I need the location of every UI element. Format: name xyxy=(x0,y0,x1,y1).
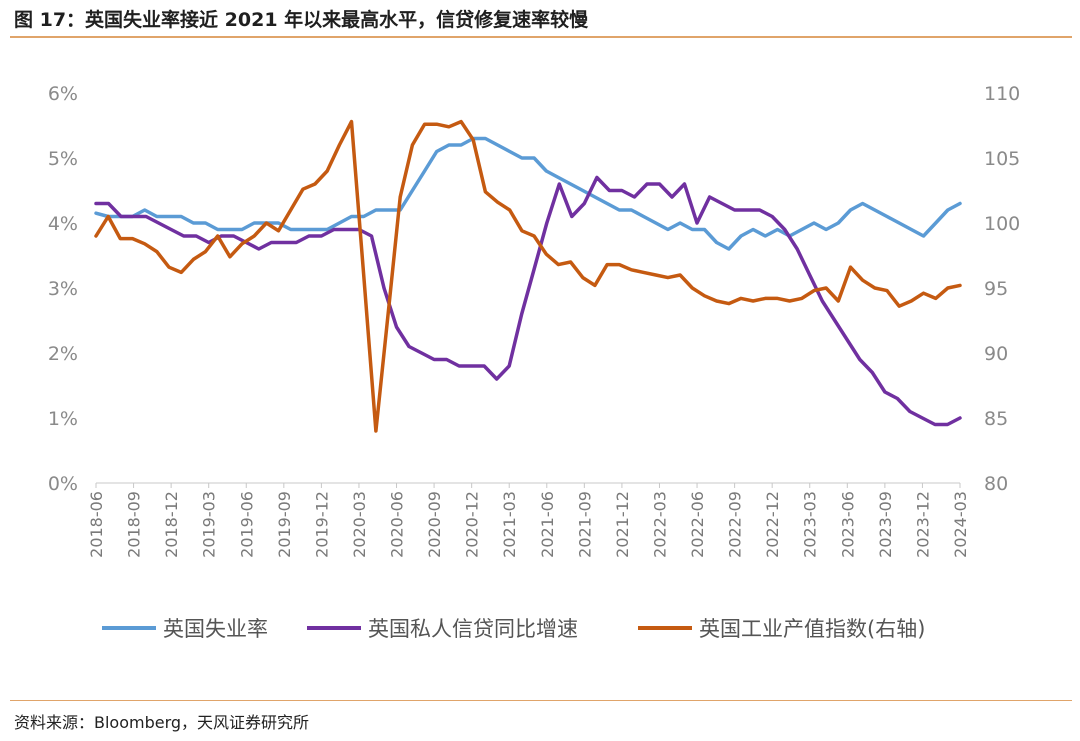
x-tick-label: 2024-03 xyxy=(951,491,970,558)
legend: 英国失业率 英国私人信贷同比增速 英国工业产值指数(右轴) xyxy=(102,617,925,641)
right-tick-label: 85 xyxy=(984,408,1008,430)
right-tick-label: 80 xyxy=(984,473,1008,495)
x-tick-label: 2021-12 xyxy=(613,491,632,558)
left-tick-label: 6% xyxy=(48,83,78,105)
x-axis: 2018-06 2018-09 2018-12 2019-03 2019-06 2019-… xyxy=(87,482,970,558)
x-tick-label: 2019-09 xyxy=(275,491,294,558)
left-axis-ticks: 0% 1% 2% 3% 4% 5% 6% xyxy=(48,83,78,495)
left-tick-label: 4% xyxy=(48,213,78,235)
x-tick-label: 2021-09 xyxy=(575,491,594,558)
legend-label: 英国工业产值指数(右轴) xyxy=(699,617,925,641)
line-chart: 0% 1% 2% 3% 4% 5% 6% 80 85 90 95 100 105 110 2018-06… xyxy=(48,83,1020,641)
x-tick-label: 2020-09 xyxy=(425,491,444,558)
right-tick-label: 100 xyxy=(984,213,1020,235)
x-tick-label: 2019-12 xyxy=(312,491,331,558)
x-tick-label: 2020-03 xyxy=(350,491,369,558)
legend-label: 英国失业率 xyxy=(163,617,268,641)
x-tick-label: 2023-09 xyxy=(876,491,895,558)
right-axis-ticks: 80 85 90 95 100 105 110 xyxy=(984,83,1020,495)
x-tick-label: 2019-03 xyxy=(200,491,219,558)
x-tick-label: 2020-12 xyxy=(463,491,482,558)
left-tick-label: 0% xyxy=(48,473,78,495)
title-divider xyxy=(10,36,1072,38)
left-tick-label: 1% xyxy=(48,408,78,430)
x-tick-label: 2018-09 xyxy=(125,491,144,558)
source-note: 资料来源：Bloomberg，天风证券研究所 xyxy=(14,713,310,732)
x-tick-label: 2019-06 xyxy=(237,491,256,558)
figure-title: 图 17：英国失业率接近 2021 年以来最高水平，信贷修复速率较慢 xyxy=(14,9,589,31)
left-tick-label: 5% xyxy=(48,148,78,170)
x-tick-label: 2018-06 xyxy=(87,491,106,558)
right-tick-label: 95 xyxy=(984,278,1008,300)
left-tick-label: 2% xyxy=(48,343,78,365)
left-tick-label: 3% xyxy=(48,278,78,300)
x-tick-label: 2022-06 xyxy=(688,491,707,558)
series-lines xyxy=(94,119,962,433)
legend-label: 英国私人信贷同比增速 xyxy=(368,617,578,641)
x-tick-label: 2023-03 xyxy=(801,491,820,558)
x-tick-label: 2023-12 xyxy=(913,491,932,558)
right-tick-label: 110 xyxy=(984,83,1020,105)
x-tick-label: 2020-06 xyxy=(388,491,407,558)
x-tick-label: 2018-12 xyxy=(162,491,181,558)
x-tick-label: 2022-09 xyxy=(726,491,745,558)
x-tick-label: 2021-03 xyxy=(500,491,519,558)
series-line-2 xyxy=(94,175,962,427)
x-tick-label: 2022-03 xyxy=(650,491,669,558)
right-tick-label: 105 xyxy=(984,148,1020,170)
x-tick-label: 2023-06 xyxy=(838,491,857,558)
footer-divider xyxy=(10,700,1072,701)
x-tick-label: 2021-06 xyxy=(538,491,557,558)
series-line-1 xyxy=(94,136,962,251)
series-line-3 xyxy=(94,119,962,433)
right-tick-label: 90 xyxy=(984,343,1008,365)
x-tick-label: 2022-12 xyxy=(763,491,782,558)
